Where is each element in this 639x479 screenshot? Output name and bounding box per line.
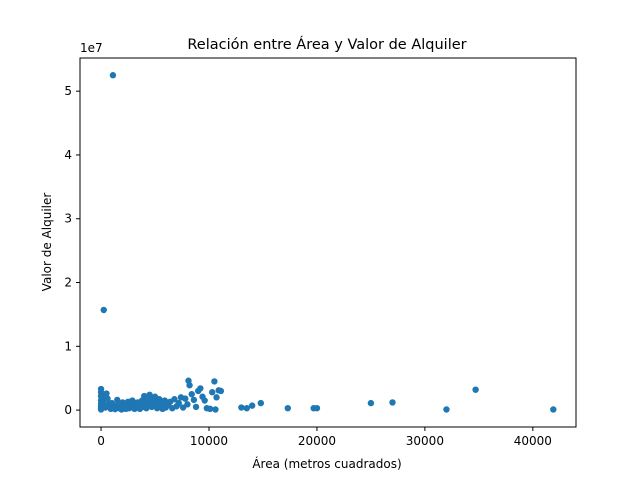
x-axis-label: Área (metros cuadrados) <box>252 456 401 471</box>
points-layer <box>97 72 557 413</box>
data-point <box>213 394 220 401</box>
data-point <box>443 406 450 413</box>
data-point <box>175 399 182 407</box>
data-point <box>257 399 265 407</box>
data-point <box>472 386 479 393</box>
x-tick-label: 20000 <box>298 434 336 448</box>
x-axis-ticks: 0 10000 20000 30000 40000 <box>97 427 552 448</box>
plot-frame <box>79 57 577 428</box>
data-point <box>161 397 168 404</box>
data-point <box>109 72 117 79</box>
x-tick-label: 30000 <box>406 434 444 448</box>
data-point <box>238 404 245 411</box>
y-tick-label: 5 <box>64 84 72 98</box>
data-point <box>192 403 200 411</box>
data-point <box>550 406 557 413</box>
y-tick-label: 2 <box>64 276 72 290</box>
y-axis-ticks: 0 1 2 3 4 5 <box>64 84 80 417</box>
data-point <box>243 404 250 412</box>
data-point <box>206 405 214 413</box>
data-point <box>217 387 225 395</box>
data-point <box>209 389 216 396</box>
data-point <box>367 399 375 407</box>
data-point <box>171 396 178 403</box>
data-point <box>103 390 110 397</box>
data-point <box>190 396 198 404</box>
chart-title: Relación entre Área y Valor de Alquiler <box>187 36 466 53</box>
data-point <box>184 401 191 408</box>
data-point <box>186 382 193 389</box>
y-tick-label: 3 <box>64 212 72 226</box>
x-tick-label: 10000 <box>190 434 228 448</box>
y-axis-label: Valor de Alquiler <box>40 193 54 292</box>
data-point <box>201 397 208 404</box>
data-point <box>284 404 291 412</box>
data-point <box>188 390 195 398</box>
x-tick-label: 0 <box>97 434 105 448</box>
y-tick-label: 0 <box>64 403 72 417</box>
data-point <box>100 306 107 314</box>
data-point <box>104 395 111 402</box>
y-axis-offset-label: 1e7 <box>80 41 103 55</box>
y-tick-label: 4 <box>64 148 72 162</box>
data-point <box>389 399 396 406</box>
data-point <box>313 404 321 412</box>
y-tick-label: 1 <box>64 339 72 353</box>
data-point <box>197 385 204 392</box>
x-tick-label: 40000 <box>514 434 552 448</box>
data-point <box>248 402 256 409</box>
data-point <box>182 395 189 402</box>
data-point <box>212 406 219 413</box>
data-point <box>98 394 106 401</box>
data-point <box>211 378 218 385</box>
